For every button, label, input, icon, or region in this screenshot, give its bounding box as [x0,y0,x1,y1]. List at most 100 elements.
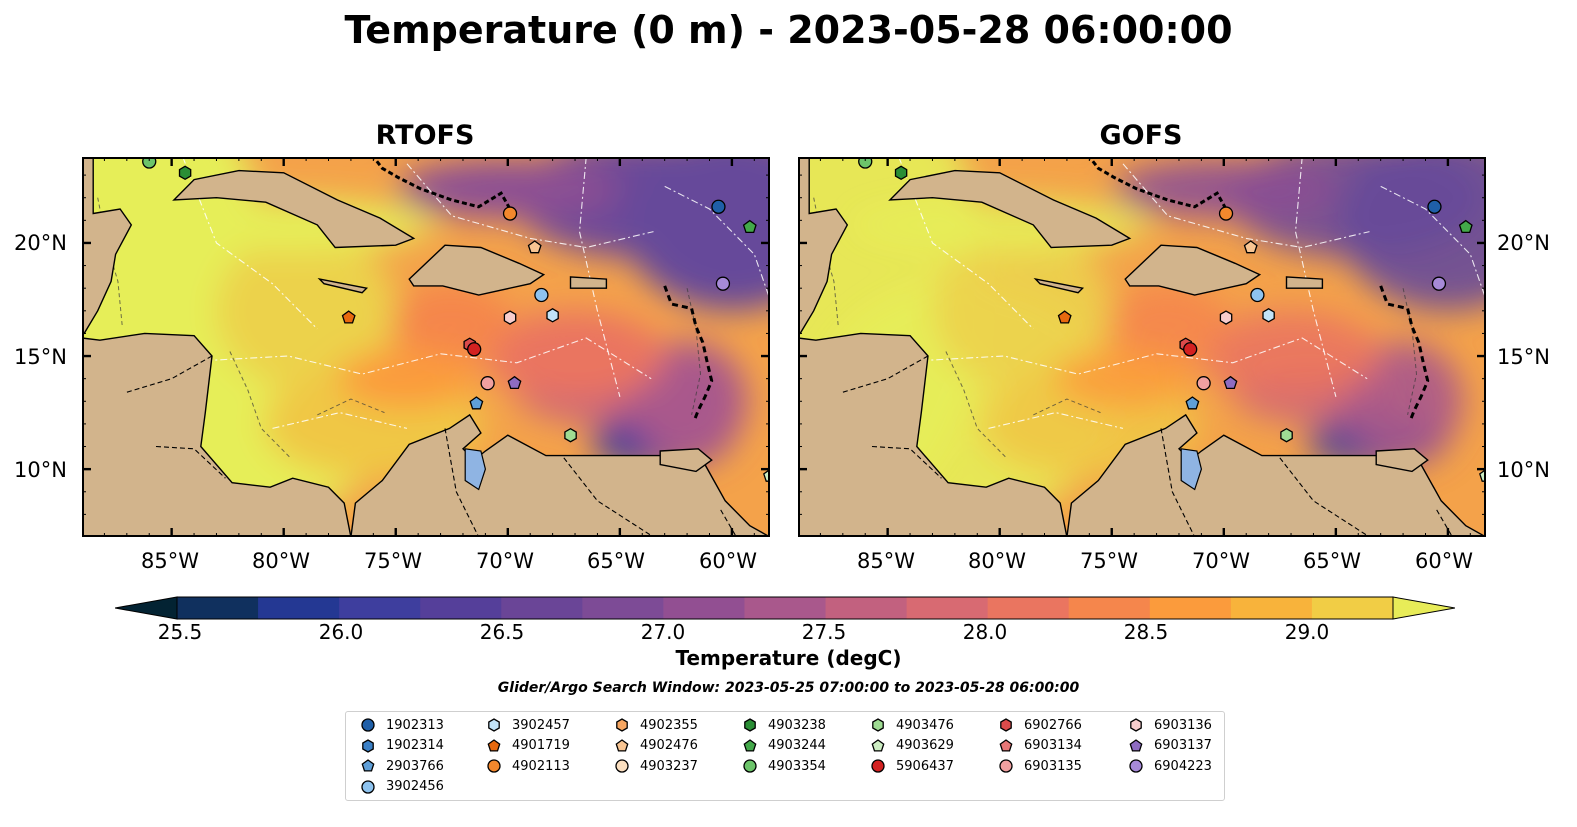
legend-label: 4903237 [640,758,698,774]
float-legend: 1902313 1902314 2903766 3902456 3902457 49017… [345,711,1225,801]
legend-item-1902314: 1902314 [360,736,444,756]
colorbar-label: Temperature (degC) [675,646,902,670]
float-marker-4903476[interactable] [1280,427,1293,443]
legend-label: 6904223 [1154,758,1212,774]
legend-label: 4901719 [512,738,570,753]
circle-marker-icon [615,759,629,773]
lon-label: 80°W [252,549,310,573]
circle-marker-icon [1129,759,1143,773]
float-marker-4902476[interactable] [1243,240,1258,254]
hexagon-marker-icon [1000,718,1012,732]
figure-title: Temperature (0 m) - 2023-05-28 06:00:00 [344,8,1233,52]
colorbar-tick: 26.5 [479,620,525,644]
float-marker-4903354[interactable] [858,157,873,169]
legend-label: 4902355 [640,717,698,733]
circle-marker-icon [361,718,375,732]
float-marker-4902476[interactable] [527,240,542,254]
pentagon-marker-icon [999,738,1013,752]
lon-label: 85°W [141,549,199,573]
legend-label: 2903766 [386,758,444,774]
hexagon-marker-icon [744,718,756,732]
float-marker-1902313[interactable] [1427,199,1442,214]
legend-item-6903136: 6903136 [1128,715,1212,735]
legend-label: 6903135 [1024,758,1082,774]
float-marker-4902113[interactable] [1218,206,1234,221]
legend-label: 4903354 [768,758,826,774]
float-marker-3902456[interactable] [534,287,549,303]
search-window-caption: Glider/Argo Search Window: 2023-05-25 07… [497,680,1080,696]
float-marker-4901719[interactable] [341,310,356,324]
lon-label: 85°W [857,549,915,573]
legend-item-6903135: 6903135 [998,756,1082,776]
circle-marker-icon [361,779,375,794]
legend-item-3902456: 3902456 [360,777,444,797]
colorbar-tick: 26.0 [318,620,364,644]
lon-label: 75°W [364,549,422,573]
circle-marker-icon [743,759,757,773]
legend-item-3902457: 3902457 [486,715,570,735]
float-marker-3902457[interactable] [546,308,559,323]
legend-label: 1902314 [386,738,444,753]
circle-marker-icon [487,759,501,773]
float-marker-4903244[interactable] [1458,219,1473,234]
hexagon-marker-icon [616,718,628,732]
hexagon-marker-icon [872,718,884,732]
legend-item-4903476: 4903476 [870,715,954,735]
legend-item-6903134: 6903134 [998,736,1082,756]
lon-label: 70°W [1192,549,1250,573]
colorbar-tick: 29.0 [1284,620,1330,644]
float-marker-4903354[interactable] [142,157,157,169]
float-marker-4903244[interactable] [742,219,757,234]
float-marker-2903766[interactable] [469,396,484,410]
float-marker-1902313[interactable] [711,199,726,214]
hexagon-marker-icon [1130,718,1142,732]
float-marker-6903136[interactable] [503,310,517,325]
legend-item-4901719: 4901719 [486,736,570,756]
map-rtofs[interactable] [82,157,770,537]
lat-label: 10°N [14,458,67,482]
float-marker-4901719[interactable] [1057,310,1072,324]
float-marker-6903135[interactable] [480,376,495,391]
float-marker-2903766[interactable] [1185,396,1200,410]
colorbar-tick: 27.5 [801,620,847,644]
float-marker-5906437[interactable] [467,342,482,357]
map-gofs-canvas [798,157,1486,537]
lon-label: 65°W [587,549,645,573]
float-marker-3902457[interactable] [1262,308,1275,323]
float-marker-3902456[interactable] [1250,287,1265,303]
map-gofs[interactable] [798,157,1486,537]
float-marker-6903135[interactable] [1196,376,1211,391]
lon-label: 60°W [1415,549,1473,573]
float-marker-4902113[interactable] [502,206,518,221]
float-marker-6904223[interactable] [1431,276,1447,291]
lon-label: 70°W [476,549,534,573]
float-marker-4903238[interactable] [178,165,192,181]
legend-item-4903354: 4903354 [742,756,826,776]
legend-label: 6903137 [1154,738,1212,753]
float-marker-4903476[interactable] [564,427,577,443]
legend-item-6902766: 6902766 [998,715,1082,735]
map-rtofs-canvas [82,157,770,537]
float-marker-6903137[interactable] [1223,375,1238,390]
circle-marker-icon [999,759,1013,773]
legend-label: 4903238 [768,717,826,733]
lon-label: 65°W [1303,549,1361,573]
panel-title-rtofs: RTOFS [375,120,475,151]
float-marker-6903137[interactable] [507,375,522,390]
colorbar-tick: 27.0 [640,620,686,644]
pentagon-marker-icon [361,759,375,772]
lat-label: 20°N [14,231,67,255]
legend-item-4902476: 4902476 [614,736,698,756]
legend-label: 4903244 [768,738,826,753]
float-marker-6903136[interactable] [1219,310,1233,325]
legend-label: 5906437 [896,758,954,774]
legend-label: 4903629 [896,738,954,753]
float-marker-6904223[interactable] [715,276,731,291]
legend-item-4903238: 4903238 [742,715,826,735]
legend-item-2903766: 2903766 [360,756,444,776]
float-marker-5906437[interactable] [1183,342,1198,357]
legend-label: 6903134 [1024,738,1082,753]
legend-item-5906437: 5906437 [870,756,954,776]
float-marker-4903238[interactable] [894,165,908,181]
lat-label: 20°N [1497,231,1550,255]
